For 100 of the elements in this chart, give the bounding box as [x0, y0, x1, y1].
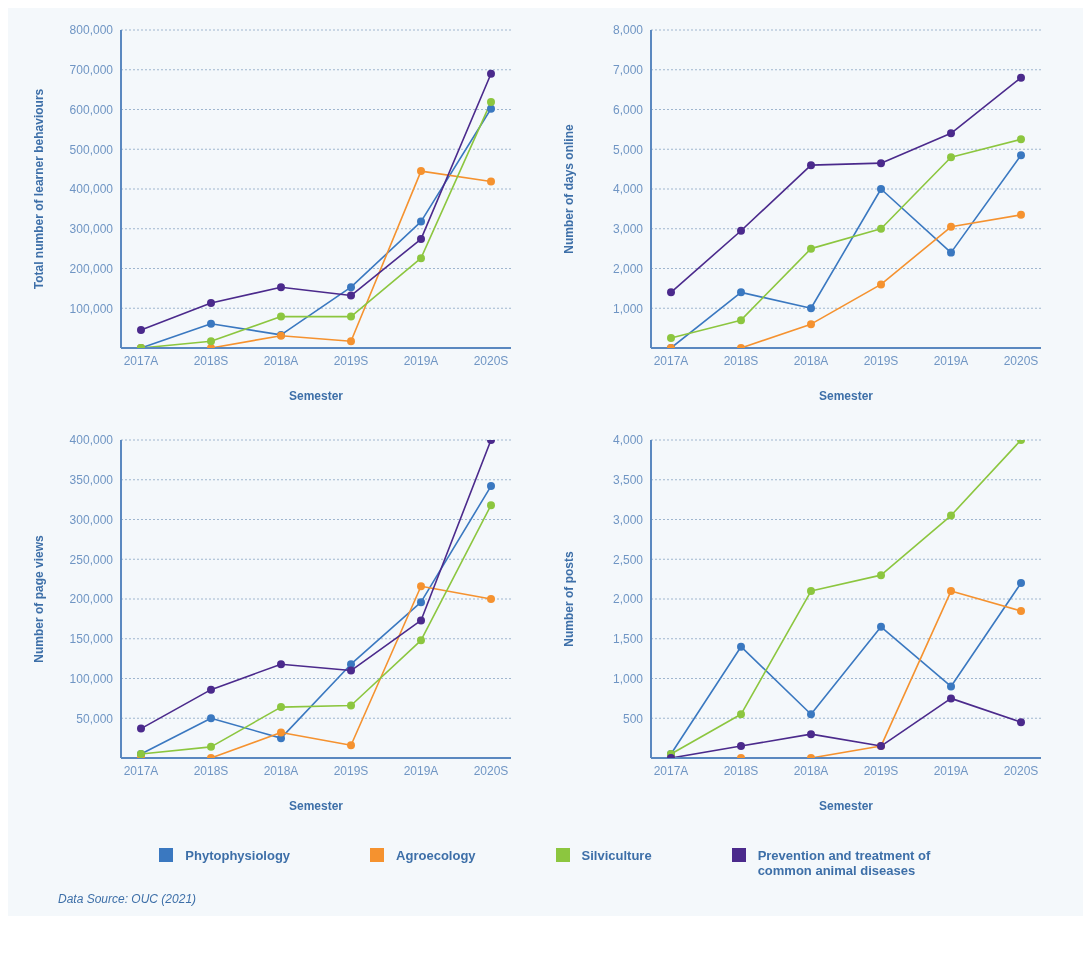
point [346, 312, 355, 321]
y-tick-label: 2,000 [612, 261, 643, 276]
point [486, 97, 495, 106]
point [136, 326, 145, 335]
legend-label: Prevention and treatment of common animal diseases [757, 848, 932, 878]
point [876, 159, 885, 168]
y-tick-label: 7,000 [612, 63, 643, 78]
y-tick-label: 100,000 [69, 301, 113, 316]
point [416, 616, 425, 625]
y-tick-label: 2,500 [612, 552, 643, 567]
point [876, 571, 885, 580]
x-axis-title: Semester [818, 799, 873, 813]
point [736, 742, 745, 751]
x-tick-label: 2018S [193, 763, 228, 778]
y-tick-label: 3,000 [612, 512, 643, 527]
x-tick-label: 2017A [653, 353, 688, 368]
x-tick-label: 2020S [473, 763, 508, 778]
x-axis-title: Semester [818, 389, 873, 403]
y-tick-label: 1,000 [612, 301, 643, 316]
y-tick-label: 200,000 [69, 261, 113, 276]
point [876, 224, 885, 233]
point [736, 710, 745, 719]
y-tick-label: 500 [622, 711, 643, 726]
point [346, 291, 355, 300]
point [736, 226, 745, 235]
x-tick-label: 2020S [473, 353, 508, 368]
x-tick-label: 2019S [863, 353, 898, 368]
x-tick-label: 2019A [933, 763, 968, 778]
x-tick-label: 2017A [653, 763, 688, 778]
point [1016, 718, 1025, 727]
x-tick-label: 2018S [723, 763, 758, 778]
point [486, 104, 495, 113]
point [136, 724, 145, 733]
y-tick-label: 1,500 [612, 632, 643, 647]
point [806, 161, 815, 170]
point [416, 217, 425, 226]
point [346, 741, 355, 750]
point [346, 283, 355, 292]
point [806, 710, 815, 719]
x-tick-label: 2017A [123, 763, 158, 778]
y-axis-title: Number of page views [31, 535, 46, 663]
y-tick-label: 600,000 [69, 102, 113, 117]
point [416, 167, 425, 176]
point [946, 587, 955, 596]
point [416, 598, 425, 607]
y-tick-label: 1,000 [612, 671, 643, 686]
point [736, 316, 745, 325]
point [1016, 606, 1025, 615]
y-tick-label: 3,000 [612, 222, 643, 237]
x-tick-label: 2018A [263, 353, 298, 368]
x-tick-label: 2019S [333, 353, 368, 368]
x-axis-title: Semester [288, 389, 343, 403]
x-tick-label: 2018A [263, 763, 298, 778]
point [206, 742, 215, 751]
point [666, 288, 675, 297]
y-tick-label: 150,000 [69, 632, 113, 647]
y-tick-label: 2,000 [612, 592, 643, 607]
y-tick-label: 300,000 [69, 222, 113, 237]
point [806, 304, 815, 313]
y-tick-label: 8,000 [612, 23, 643, 38]
point [206, 299, 215, 308]
point [666, 334, 675, 343]
y-tick-label: 500,000 [69, 142, 113, 157]
point [416, 254, 425, 263]
x-tick-label: 2019A [403, 353, 438, 368]
point [736, 288, 745, 297]
y-axis-title: Total number of learner behaviours [31, 88, 46, 290]
point [946, 682, 955, 691]
point [276, 728, 285, 737]
legend-label: Phytophysiology [185, 848, 291, 863]
point [346, 666, 355, 675]
point [1016, 151, 1025, 160]
point [946, 248, 955, 257]
point [276, 660, 285, 669]
point [736, 642, 745, 651]
point [346, 660, 355, 669]
point [346, 701, 355, 710]
point [1016, 73, 1025, 82]
x-tick-label: 2019A [403, 763, 438, 778]
legend-label: Agroecology [396, 848, 476, 863]
point [946, 511, 955, 520]
x-tick-label: 2019S [333, 763, 368, 778]
x-tick-label: 2017A [123, 353, 158, 368]
y-tick-label: 400,000 [69, 182, 113, 197]
y-tick-label: 250,000 [69, 552, 113, 567]
y-tick-label: 700,000 [69, 63, 113, 78]
y-tick-label: 4,000 [612, 433, 643, 448]
point [486, 69, 495, 78]
point [486, 501, 495, 510]
y-tick-label: 5,000 [612, 142, 643, 157]
x-axis-title: Semester [288, 799, 343, 813]
point [1016, 210, 1025, 219]
point [346, 337, 355, 346]
x-tick-label: 2019S [863, 763, 898, 778]
point [806, 730, 815, 739]
point [416, 582, 425, 591]
point [876, 622, 885, 631]
y-tick-label: 6,000 [612, 102, 643, 117]
y-tick-label: 350,000 [69, 473, 113, 488]
y-axis-title: Number of posts [561, 551, 576, 647]
